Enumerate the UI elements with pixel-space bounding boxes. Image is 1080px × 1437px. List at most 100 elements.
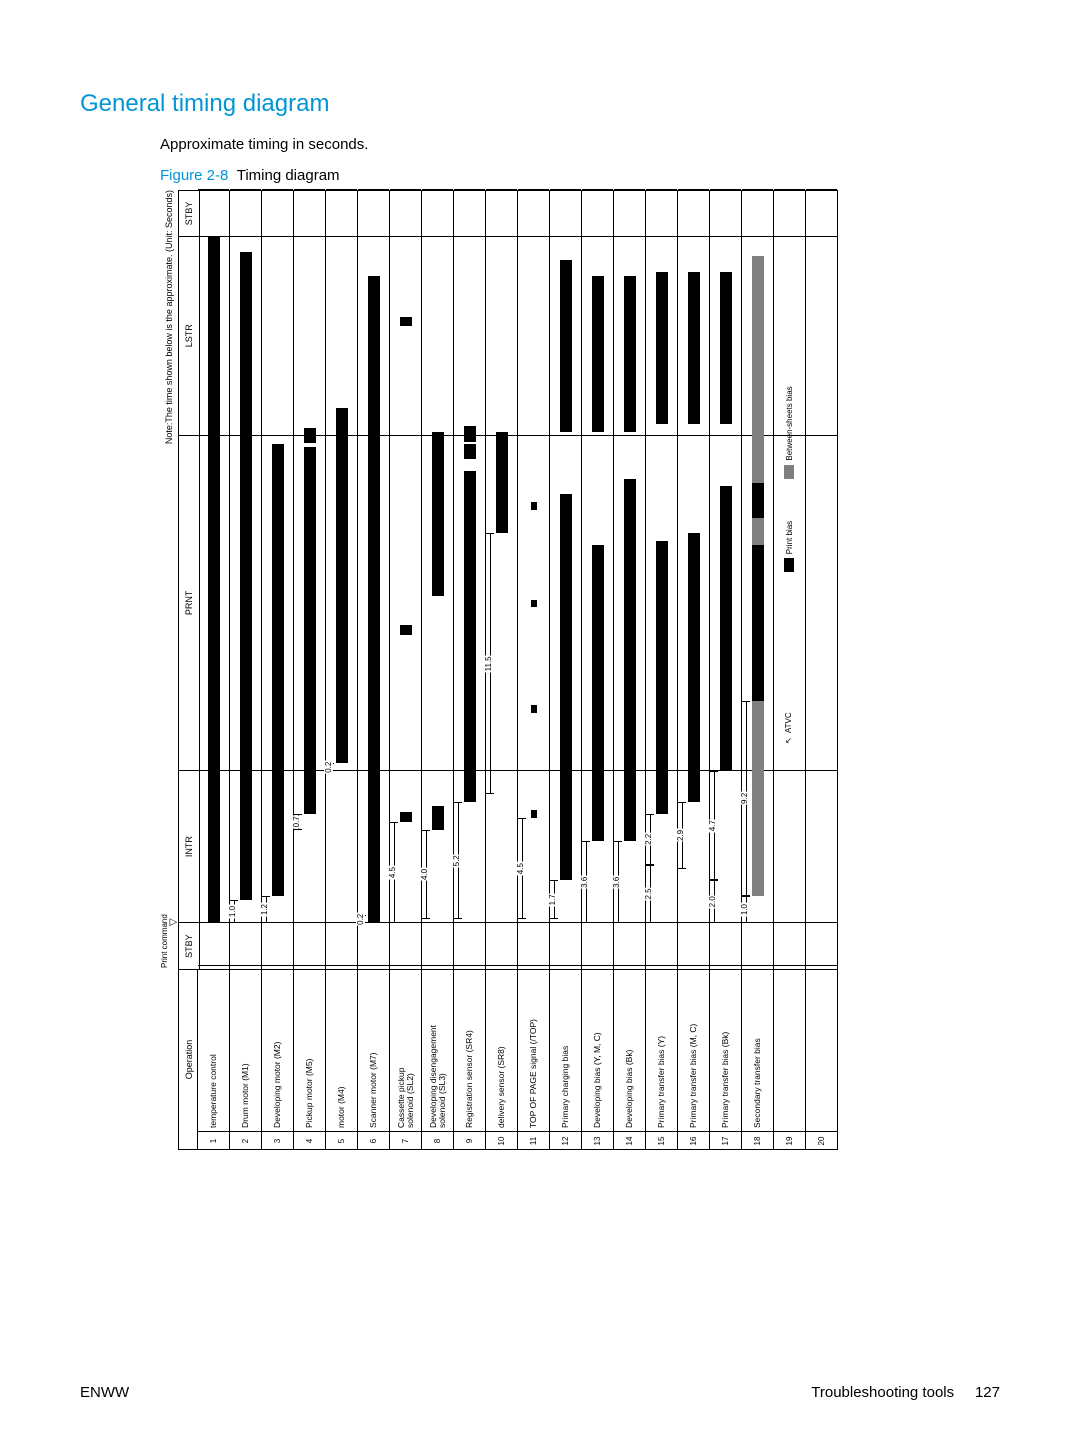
- dimension-label: 5.2: [452, 854, 461, 867]
- phase-divider: [774, 236, 805, 237]
- track-border: [774, 189, 805, 190]
- legend-item: Print bias: [784, 521, 794, 572]
- timing-bar: [531, 705, 537, 713]
- dimension-label: 1.0: [740, 903, 749, 916]
- page-footer: ENWW Troubleshooting tools 127: [80, 1384, 1000, 1401]
- phase-divider: [326, 922, 357, 923]
- phase-divider: [582, 236, 613, 237]
- row-track: 0.2: [326, 190, 357, 970]
- phase-divider: [710, 435, 741, 436]
- dimension-label: 9.2: [740, 792, 749, 805]
- track-border: [294, 189, 325, 190]
- phase-divider: [422, 236, 453, 237]
- dimension-label: 1.0: [228, 905, 237, 918]
- phase-divider: [326, 236, 357, 237]
- dimension: 4.5: [390, 822, 398, 923]
- timing-bar: [624, 479, 636, 842]
- row-index: 4: [294, 1131, 325, 1150]
- row-index: 8: [422, 1131, 453, 1150]
- rows-container: 1temperature control2Drum motor (M1)1.03…: [198, 190, 838, 1150]
- row-track: 1.2: [262, 190, 293, 970]
- track-border: [198, 189, 229, 190]
- diagram-container: Print command▽Note:The time shown below …: [160, 190, 920, 1150]
- phase-divider: [262, 236, 293, 237]
- row-label: delivery sensor (SR8): [486, 965, 517, 1132]
- phase-cell: STBY: [179, 190, 199, 237]
- legend-item: Between-sheets bias: [784, 386, 794, 478]
- row-track: 0.2: [358, 190, 389, 970]
- phase-divider: [454, 922, 485, 923]
- row-index: 6: [358, 1131, 389, 1150]
- timing-row: 4Pickup motor (M5)0.7: [294, 190, 326, 1150]
- timing-bar: [272, 444, 284, 896]
- timing-bar: [592, 276, 604, 432]
- dimension-label: 1.2: [260, 903, 269, 916]
- phase-divider: [422, 770, 453, 771]
- row-track: 5.2: [454, 190, 485, 970]
- section-subtext: Approximate timing in seconds.: [160, 136, 1000, 153]
- dimension: 2.9: [678, 802, 686, 868]
- operation-header: Operation: [178, 970, 198, 1150]
- dimension: 1.0: [742, 896, 750, 923]
- timing-diagram: Print command▽Note:The time shown below …: [160, 190, 838, 1150]
- row-label: Primary transfer bias (Y): [646, 965, 677, 1132]
- track-border: [806, 189, 837, 190]
- row-track: 2.2 2.5: [646, 190, 677, 970]
- timing-row: 9Registration sensor (SR4)5.2: [454, 190, 486, 1150]
- dimension-label: 4.5: [516, 862, 525, 875]
- timing-bar: [240, 252, 252, 899]
- timing-row: 3Developing motor (M2)1.2: [262, 190, 294, 1150]
- track-border: [774, 969, 805, 970]
- timing-bar: [368, 915, 380, 923]
- row-label: Scanner motor (M7): [358, 965, 389, 1132]
- track-border: [710, 969, 741, 970]
- row-label: Developing disengagementsolenoid (SL3): [422, 965, 453, 1132]
- timing-row: 12Primary charging bias1.7: [550, 190, 582, 1150]
- track-border: [326, 969, 357, 970]
- dimension: 0.2: [358, 915, 366, 923]
- phase-divider: [678, 435, 709, 436]
- phase-divider: [294, 922, 325, 923]
- row-track: 4.0: [422, 190, 453, 970]
- row-index: 19: [774, 1131, 805, 1150]
- dimension-label: 2.5: [644, 887, 653, 900]
- footer-right: Troubleshooting tools 127: [811, 1384, 1000, 1401]
- timing-bar: [531, 600, 537, 608]
- track-border: [614, 189, 645, 190]
- legend-swatch: [784, 465, 794, 479]
- timing-bar: [720, 272, 732, 424]
- track-border: [646, 189, 677, 190]
- diagram-note: Note:The time shown below is the approxi…: [164, 190, 174, 444]
- row-index: 7: [390, 1131, 421, 1150]
- track-border: [230, 189, 261, 190]
- timing-bar: [656, 272, 668, 424]
- track-border: [742, 189, 773, 190]
- dimension-label: 3.6: [612, 876, 621, 889]
- timing-bar: [560, 494, 572, 880]
- phase-divider: [294, 236, 325, 237]
- phase-divider: [582, 435, 613, 436]
- timing-bar: [368, 276, 380, 916]
- dimension: 2.2: [646, 814, 654, 865]
- timing-row: 17Primary transfer bias (Bk)4.72.0: [710, 190, 742, 1150]
- row-label: Primary transfer bias (Bk): [710, 965, 741, 1132]
- track-border: [582, 969, 613, 970]
- phase-cell: INTR: [179, 771, 199, 923]
- row-index: 11: [518, 1131, 549, 1150]
- timing-bar: [656, 541, 668, 814]
- track-border: [678, 189, 709, 190]
- timing-bar: [624, 276, 636, 432]
- dimension-label: 0.2: [324, 761, 333, 774]
- dimension-label: 0.2: [356, 913, 365, 926]
- legend-swatch: [784, 558, 794, 572]
- dimension-label: 4.5: [388, 866, 397, 879]
- phase-divider: [806, 435, 837, 436]
- row-label: Developing bias (Y, M, C): [582, 965, 613, 1132]
- legend-label: ATVC: [784, 712, 793, 733]
- row-track: 1.0 9.2: [742, 190, 773, 970]
- legend-label: Print bias: [785, 521, 794, 554]
- timing-row: 15Primary transfer bias (Y)2.22.5: [646, 190, 678, 1150]
- track-border: [550, 969, 581, 970]
- dimension-label: 4.7: [708, 819, 717, 832]
- phase-divider: [454, 236, 485, 237]
